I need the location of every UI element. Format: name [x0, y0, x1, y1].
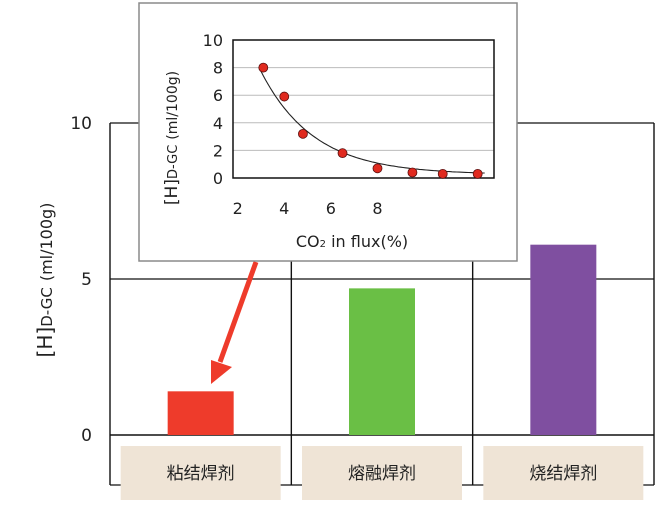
- inset-y-axis-label: [H]D-GC (ml/100g): [162, 71, 182, 205]
- inset-x-tick-4: 4: [279, 199, 289, 218]
- inset-x-label-pre: CO: [296, 232, 320, 251]
- category-label-1: 熔融焊剂: [348, 464, 416, 484]
- inset-point-2: [298, 128, 308, 139]
- category-box-1: [302, 446, 462, 500]
- pointer-arrow: [211, 261, 259, 384]
- main-y-tick-5: 5: [81, 270, 92, 290]
- inset-y-label-main: [H]: [162, 179, 182, 205]
- inset-x-label-sub: 2: [320, 239, 326, 250]
- inset-point-7: [472, 168, 483, 179]
- inset-y-label-unit: (ml/100g): [165, 71, 181, 140]
- inset-y-tick-4: 4: [213, 114, 223, 133]
- inset-y-tick-10: 10: [203, 31, 223, 50]
- inset-y-tick-8: 8: [213, 59, 223, 78]
- bar-0: [167, 391, 234, 435]
- inset-x-tick-6: 6: [326, 199, 336, 218]
- inset-x-tick-2: 2: [233, 199, 243, 218]
- inset-points: [258, 62, 483, 179]
- inset-x-label-post: in flux(%): [326, 232, 408, 251]
- inset-panel: [138, 2, 518, 262]
- inset-point-5: [407, 167, 418, 178]
- bar-2: [530, 244, 597, 435]
- inset-x-tick-8: 8: [372, 199, 382, 218]
- category-box-2: [483, 446, 644, 500]
- inset-point-0: [258, 62, 269, 73]
- inset-y-label-sub: D-GC: [166, 145, 181, 179]
- main-category-labels: 粘结焊剂 熔融焊剂 烧结焊剂: [120, 446, 644, 500]
- main-bars: [167, 244, 597, 435]
- main-y-ticks: 0 5 10: [70, 114, 92, 446]
- category-label-2: 烧结焊剂: [529, 464, 597, 484]
- inset-trend-curve: [260, 71, 485, 174]
- inset-point-3: [337, 148, 348, 159]
- main-y-tick-0: 0: [81, 426, 92, 446]
- inset-frame: [232, 39, 495, 179]
- inset-point-4: [372, 163, 383, 174]
- inset-point-1: [279, 91, 290, 102]
- main-y-label-main: [H]: [33, 327, 57, 358]
- category-label-0: 粘结焊剂: [167, 464, 235, 484]
- inset-point-6: [437, 168, 448, 179]
- inset-grid: [232, 39, 495, 179]
- inset-x-axis-label: CO2 in flux(%): [296, 232, 408, 251]
- bar-1: [349, 288, 415, 435]
- main-y-tick-10: 10: [70, 114, 92, 134]
- main-y-axis-label: [H]D-GC (ml/100g): [33, 203, 57, 358]
- inset-y-tick-6: 6: [213, 86, 223, 105]
- main-y-label-sub: D-GC: [38, 287, 56, 327]
- inset-y-tick-2: 2: [213, 141, 223, 160]
- category-box-0: [120, 446, 281, 500]
- inset-y-tick-0: 0: [213, 169, 223, 188]
- main-y-label-unit: (ml/100g): [37, 203, 56, 282]
